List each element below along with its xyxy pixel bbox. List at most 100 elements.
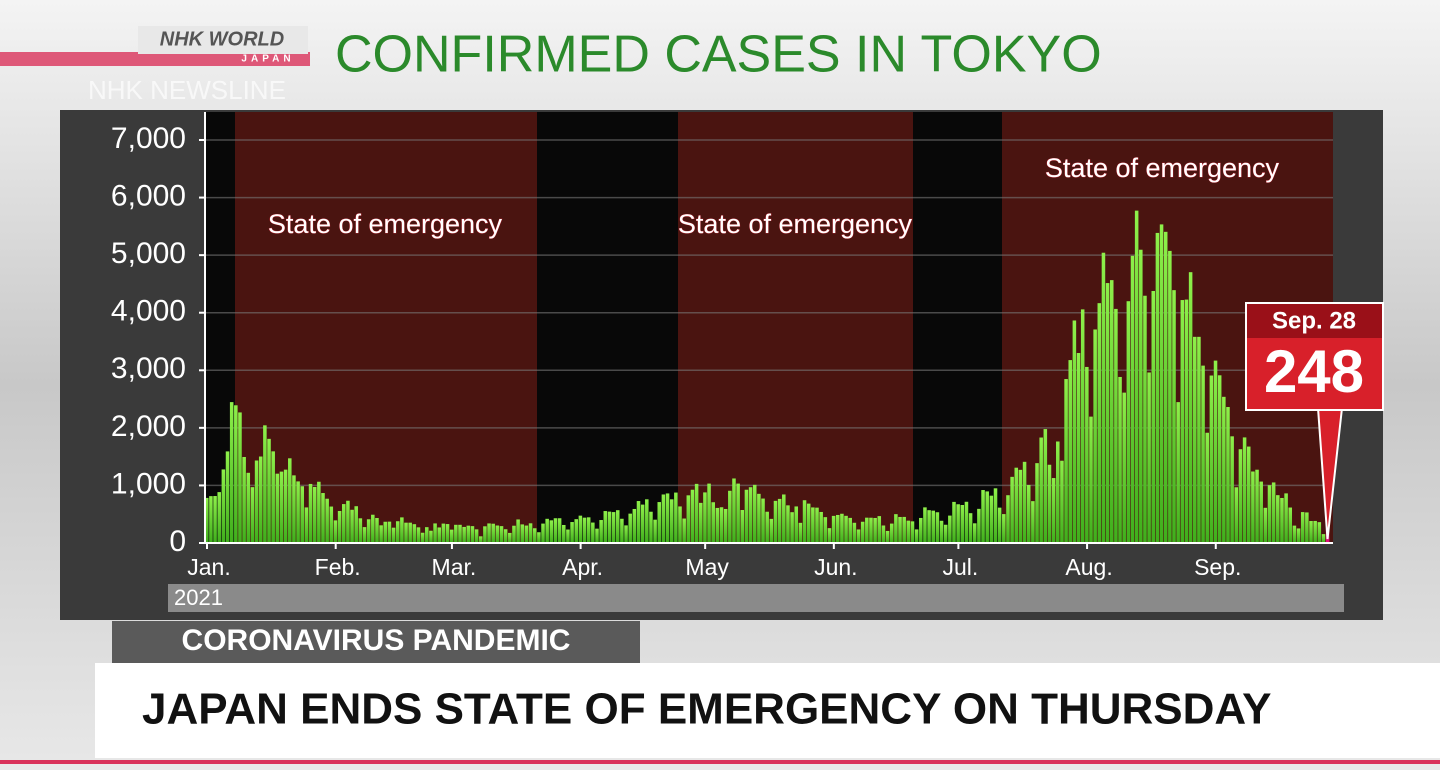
bar	[923, 507, 927, 543]
bar	[1234, 487, 1239, 543]
headline-box	[95, 663, 1440, 758]
bar	[1089, 416, 1093, 543]
bar	[1072, 320, 1077, 543]
bottom-stripe	[0, 760, 1440, 764]
bar	[379, 525, 383, 543]
bar	[645, 499, 649, 543]
bar	[985, 491, 989, 543]
bar	[229, 402, 234, 543]
bar	[744, 489, 749, 543]
bar	[358, 518, 363, 543]
bar	[263, 425, 267, 543]
bar	[669, 499, 674, 543]
bar	[454, 524, 458, 543]
bar	[375, 518, 379, 543]
bar	[682, 518, 686, 543]
bar	[549, 520, 554, 543]
bar	[943, 524, 948, 543]
bar	[748, 487, 753, 543]
callout-header	[1247, 304, 1382, 338]
bar	[1313, 520, 1317, 543]
bar	[574, 519, 578, 543]
bar	[1134, 210, 1139, 543]
x-tick-label: Jan.	[187, 554, 230, 580]
callout-date: Sep. 28	[1272, 307, 1356, 334]
bar	[848, 517, 852, 543]
bar	[591, 522, 595, 543]
x-tick-label: May	[685, 554, 729, 580]
bar	[790, 512, 794, 543]
bar	[989, 495, 994, 543]
bar	[288, 458, 292, 543]
bar	[811, 507, 815, 543]
bar	[802, 500, 807, 543]
bar	[1163, 231, 1168, 544]
bar	[545, 518, 549, 543]
bar	[902, 516, 906, 543]
bar	[1076, 353, 1081, 543]
bar	[1022, 461, 1027, 543]
bar	[1197, 336, 1201, 543]
bar	[566, 529, 570, 543]
bar	[1288, 507, 1293, 543]
bar	[769, 518, 774, 543]
brand-stripe	[0, 52, 310, 66]
x-tick-label: Feb.	[315, 554, 361, 580]
bar	[537, 532, 541, 543]
bar	[1209, 375, 1214, 543]
bar	[1168, 250, 1172, 543]
bar	[387, 521, 392, 543]
bar	[1056, 441, 1060, 543]
bar	[919, 517, 923, 543]
bar	[234, 405, 238, 543]
bar	[213, 496, 217, 543]
bar	[1143, 295, 1147, 543]
bar	[391, 527, 396, 543]
bar	[877, 516, 882, 543]
bar	[366, 519, 371, 543]
bar	[553, 518, 558, 543]
bar	[686, 495, 691, 543]
brand: NHK WORLD	[160, 28, 284, 50]
bar	[512, 525, 516, 543]
bar	[416, 527, 421, 543]
bar	[1188, 272, 1193, 543]
bar	[740, 510, 745, 543]
bar	[665, 493, 670, 543]
y-tick-label: 0	[169, 525, 186, 558]
bar	[516, 519, 520, 543]
bar	[1292, 525, 1297, 543]
bar	[441, 523, 446, 543]
bar	[445, 524, 450, 543]
bar	[1222, 396, 1226, 543]
bar	[1018, 469, 1023, 543]
bar	[1284, 493, 1288, 543]
bar	[503, 529, 508, 543]
bar	[1122, 392, 1126, 543]
bar	[205, 497, 209, 543]
bar	[678, 506, 682, 543]
bar	[429, 530, 433, 543]
bar	[981, 490, 985, 543]
bar	[707, 483, 711, 543]
bar	[1031, 501, 1035, 543]
bar	[1155, 232, 1160, 543]
bar	[337, 510, 342, 543]
bar	[524, 525, 529, 543]
x-tick-label: Apr.	[562, 554, 603, 580]
bar	[578, 515, 583, 543]
annotation: State of emergency	[1045, 153, 1280, 183]
annotation: State of emergency	[268, 209, 503, 239]
bar	[761, 498, 765, 543]
bar	[400, 517, 404, 543]
bar	[694, 483, 699, 543]
bar	[1276, 495, 1280, 543]
bar	[1172, 290, 1176, 543]
bar	[371, 514, 375, 543]
bar	[1251, 471, 1255, 543]
bar	[993, 488, 998, 543]
bar	[267, 438, 271, 543]
bar	[458, 524, 462, 543]
program: NHK NEWSLINE	[88, 75, 286, 105]
bar	[1246, 446, 1251, 543]
